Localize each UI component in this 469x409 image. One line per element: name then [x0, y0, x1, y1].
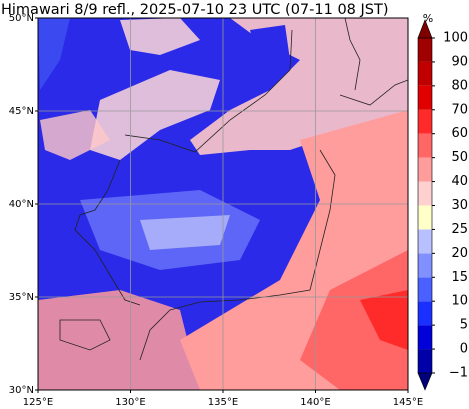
colorbar-label: 40 — [451, 174, 468, 189]
lat-label: 40°N — [9, 199, 34, 210]
colorbar-band — [418, 277, 432, 302]
colorbar-band — [418, 253, 432, 278]
lat-label: 35°N — [9, 292, 34, 303]
colorbar-band — [418, 301, 432, 326]
lat-label: 50°N — [9, 13, 34, 24]
colorbar-extend — [417, 372, 433, 391]
lat-label: 30°N — [9, 385, 34, 396]
colorbar-label: 5 — [460, 318, 468, 333]
lon-label: 140°E — [300, 397, 330, 408]
colorbar-unit: % — [423, 12, 433, 25]
colorbar-band — [418, 133, 432, 158]
colorbar-band — [418, 85, 432, 110]
colorbar-label: 50 — [451, 150, 468, 165]
colorbar-band — [418, 109, 432, 134]
colorbar-band — [418, 229, 432, 254]
colorbar-label: 100 — [443, 31, 468, 46]
colorbar-band — [418, 325, 432, 350]
lon-label: 135°E — [208, 397, 238, 408]
colorbar-label: −1 — [449, 366, 468, 381]
title: Himawari 8/9 refl., 2025-07-10 23 UTC (0… — [1, 2, 389, 18]
colorbar-label: 20 — [451, 246, 468, 261]
colorbar-band — [418, 181, 432, 206]
colorbar-label: 15 — [451, 270, 468, 285]
colorbar-band — [418, 157, 432, 182]
colorbar-label: 25 — [451, 222, 468, 237]
colorbar-label: 10 — [451, 294, 468, 309]
colorbar-label: 0 — [460, 342, 468, 357]
colorbar-band — [418, 38, 432, 62]
coastlines — [59, 18, 408, 361]
colorbar-label: 60 — [451, 126, 468, 141]
lat-label: 45°N — [9, 106, 34, 117]
colorbar-band — [418, 349, 432, 373]
colorbar-band — [418, 205, 432, 230]
lon-label: 125°E — [23, 397, 53, 408]
colorbar: −1 0 5 10 15 20 25 30 40 50 60 70 80 90 100 — [417, 19, 468, 391]
colorbar-label: 90 — [451, 54, 468, 69]
colorbar-band — [418, 61, 432, 86]
colorbar-label: 80 — [451, 78, 468, 93]
lon-label: 145°E — [393, 397, 423, 408]
lon-label: 130°E — [115, 397, 145, 408]
colorbar-label: 30 — [451, 198, 468, 213]
colorbar-label: 70 — [451, 102, 468, 117]
